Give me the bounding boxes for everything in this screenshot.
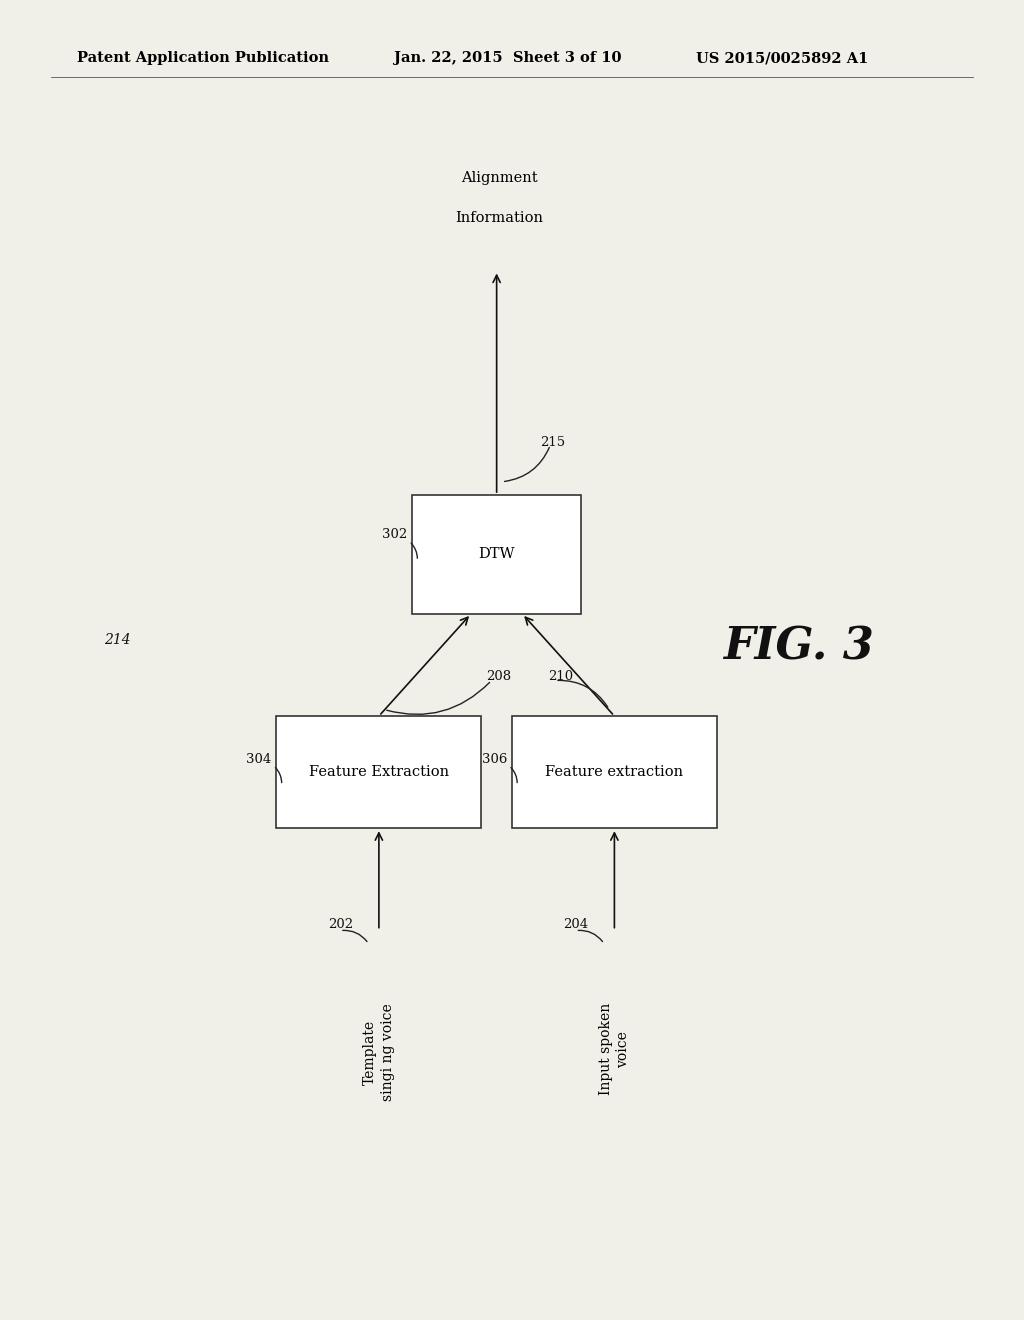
Text: 302: 302 <box>382 528 407 541</box>
Text: 202: 202 <box>328 917 353 931</box>
Bar <box>512 715 717 829</box>
Text: US 2015/0025892 A1: US 2015/0025892 A1 <box>696 51 868 65</box>
Text: 214: 214 <box>104 634 131 647</box>
Text: 306: 306 <box>481 752 507 766</box>
Text: FIG. 3: FIG. 3 <box>723 626 874 668</box>
Text: Jan. 22, 2015  Sheet 3 of 10: Jan. 22, 2015 Sheet 3 of 10 <box>394 51 622 65</box>
Text: Feature Extraction: Feature Extraction <box>309 766 449 779</box>
Text: DTW: DTW <box>478 548 515 561</box>
Text: 204: 204 <box>563 917 589 931</box>
Text: Patent Application Publication: Patent Application Publication <box>77 51 329 65</box>
Text: Information: Information <box>456 211 544 226</box>
Bar <box>276 715 481 829</box>
Text: Template
singi ng voice: Template singi ng voice <box>364 1003 394 1101</box>
Bar <box>412 495 582 614</box>
Text: 215: 215 <box>541 436 565 449</box>
Text: 208: 208 <box>486 671 512 684</box>
Text: 304: 304 <box>246 752 271 766</box>
Text: Input spoken
voice: Input spoken voice <box>599 1003 630 1096</box>
Text: 210: 210 <box>548 671 573 684</box>
Text: Feature extraction: Feature extraction <box>546 766 683 779</box>
Text: Alignment: Alignment <box>462 170 538 185</box>
